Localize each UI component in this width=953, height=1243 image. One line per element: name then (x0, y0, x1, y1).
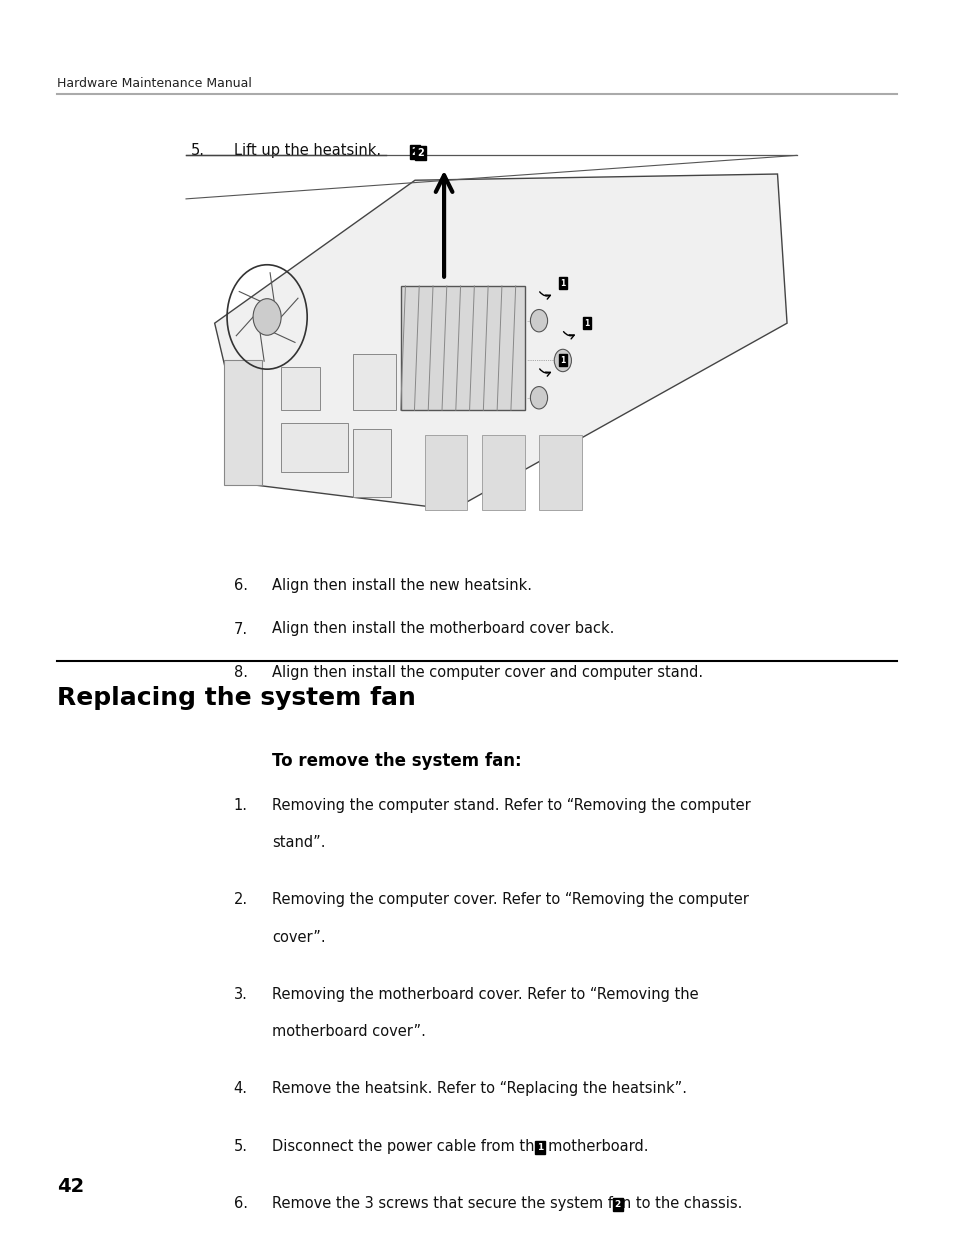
Bar (353, 354, 395, 410)
Bar (281, 423, 348, 472)
Text: motherboard cover”.: motherboard cover”. (272, 1024, 425, 1039)
Text: 2: 2 (416, 148, 423, 158)
Text: 2: 2 (614, 1199, 620, 1209)
Circle shape (253, 298, 281, 336)
Bar (224, 360, 262, 485)
Bar (400, 286, 524, 410)
Bar (481, 435, 524, 510)
Text: Removing the computer stand. Refer to “Removing the computer: Removing the computer stand. Refer to “R… (272, 798, 750, 813)
Text: 3.: 3. (233, 987, 248, 1002)
Text: 4.: 4. (233, 1081, 248, 1096)
Text: Hardware Maintenance Manual: Hardware Maintenance Manual (57, 77, 252, 89)
Text: 7.: 7. (233, 622, 248, 636)
Text: Align then install the new heatsink.: Align then install the new heatsink. (272, 578, 532, 593)
Circle shape (554, 349, 571, 372)
Text: Remove the heatsink. Refer to “Replacing the heatsink”.: Remove the heatsink. Refer to “Replacing… (272, 1081, 686, 1096)
Text: 1.: 1. (233, 798, 248, 813)
Text: Disconnect the power cable from the motherboard.: Disconnect the power cable from the moth… (272, 1139, 648, 1154)
Text: Remove the 3 screws that secure the system fan to the chassis.: Remove the 3 screws that secure the syst… (272, 1196, 741, 1211)
Text: 1: 1 (559, 278, 565, 288)
Bar (538, 435, 581, 510)
Text: 6.: 6. (233, 1196, 248, 1211)
Circle shape (530, 310, 547, 332)
Text: Removing the computer cover. Refer to “Removing the computer: Removing the computer cover. Refer to “R… (272, 892, 748, 907)
Bar (353, 429, 391, 497)
Text: 8.: 8. (233, 665, 248, 680)
Bar (424, 435, 467, 510)
Text: To remove the system fan:: To remove the system fan: (272, 752, 521, 769)
Text: 1: 1 (559, 355, 565, 365)
Text: Align then install the motherboard cover back.: Align then install the motherboard cover… (272, 622, 614, 636)
Text: Removing the motherboard cover. Refer to “Removing the: Removing the motherboard cover. Refer to… (272, 987, 698, 1002)
Text: 1: 1 (583, 318, 589, 328)
Text: 2.: 2. (233, 892, 248, 907)
Polygon shape (214, 174, 786, 510)
Text: 5.: 5. (233, 1139, 248, 1154)
Text: 5.: 5. (191, 143, 205, 158)
Text: Replacing the system fan: Replacing the system fan (57, 686, 416, 710)
Text: stand”.: stand”. (272, 835, 325, 850)
Circle shape (530, 387, 547, 409)
Text: 1: 1 (537, 1142, 543, 1152)
Bar (281, 367, 319, 410)
Text: cover”.: cover”. (272, 930, 325, 945)
Text: 42: 42 (57, 1177, 85, 1196)
Text: 2: 2 (411, 147, 418, 157)
Text: 6.: 6. (233, 578, 248, 593)
Text: Lift up the heatsink.: Lift up the heatsink. (233, 143, 380, 158)
Text: Align then install the computer cover and computer stand.: Align then install the computer cover an… (272, 665, 702, 680)
